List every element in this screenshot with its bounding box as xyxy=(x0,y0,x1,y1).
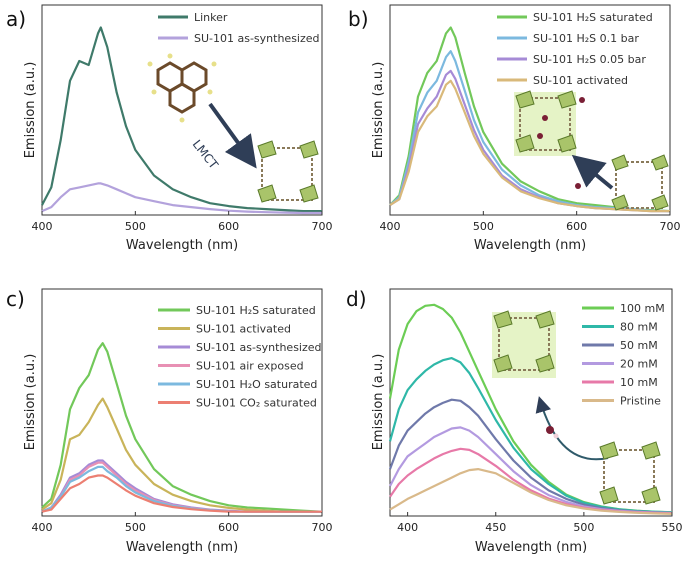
series-line-pristine xyxy=(389,468,673,515)
x-tick-label: 500 xyxy=(473,220,494,233)
x-tick-label: 700 xyxy=(660,220,681,233)
legend-label-100-mm: 100 mM xyxy=(620,302,665,315)
legend-label-10-mm: 10 mM xyxy=(620,376,658,389)
series-line-su-101-air-exposed xyxy=(41,461,322,513)
activated-framework-icon xyxy=(611,154,669,211)
panel-a-legend: Linker SU-101 as-synthesized xyxy=(158,11,320,45)
panel-b-x-ticks: 400 500 600 700 xyxy=(380,211,681,233)
panel-a-y-label: Emission (a.u.) xyxy=(23,62,38,159)
panel-a-letter: a) xyxy=(6,7,26,31)
legend-label-su-101-h-o-saturated: SU-101 H₂O saturated xyxy=(196,378,317,391)
legend-label-pristine: Pristine xyxy=(620,395,661,408)
legend-label-su-101-h-s-0-05-bar: SU-101 H₂S 0.05 bar xyxy=(533,53,646,66)
panel-c-series xyxy=(41,342,323,513)
x-tick-label: 600 xyxy=(566,220,587,233)
x-tick-label: 400 xyxy=(380,220,401,233)
panel-b-letter: b) xyxy=(348,7,369,31)
panel-d-frame xyxy=(389,288,673,517)
series-line-su-101-as-synthesized xyxy=(41,182,322,215)
panel-d-x-ticks: 400 450 500 550 xyxy=(397,512,683,534)
activated-framework-icon xyxy=(599,441,661,505)
series-line-linker xyxy=(41,26,322,213)
panel-c-x-ticks: 400 500 600 700 xyxy=(32,512,333,534)
series-line-su-101-activated xyxy=(41,397,322,513)
panel-d-series xyxy=(388,303,673,515)
legend-label-su-101-as-synthesized: SU-101 as-synthesized xyxy=(196,341,322,354)
series-line-su-101-activated xyxy=(389,79,670,213)
x-tick-label: 600 xyxy=(218,521,239,534)
panel-a-frame xyxy=(41,4,323,216)
panel-c: c) 400 500 600 700 SU-101 H₂S saturatedSU-1… xyxy=(6,287,333,555)
linker-molecule-icon xyxy=(147,53,217,123)
x-tick-label: 550 xyxy=(662,521,683,534)
legend-label-20-mm: 20 mM xyxy=(620,358,658,371)
panel-d-x-label: Wavelength (nm) xyxy=(475,540,587,555)
panel-a-x-label: Wavelength (nm) xyxy=(126,238,238,253)
panel-c-legend: SU-101 H₂S saturated SU-101 activated SU-1… xyxy=(158,304,322,410)
series-line-10-mm xyxy=(389,447,673,515)
series-line-su-101-h-s-saturated xyxy=(389,26,671,213)
panel-d-legend: 100 mM 80 mM 50 mM 20 mM 10 mM Pristine xyxy=(582,302,665,408)
h2s-loaded-framework-icon xyxy=(492,310,556,378)
adsorption-arrow xyxy=(535,396,609,461)
series-line-su-101-h-s-saturated xyxy=(41,342,323,513)
panel-c-frame xyxy=(41,288,323,517)
legend-label-su-101-air-exposed: SU-101 air exposed xyxy=(196,360,304,373)
x-tick-label: 500 xyxy=(573,521,594,534)
legend-label-50-mm: 50 mM xyxy=(620,339,658,352)
legend-label-su-101-h-s-0-1-bar: SU-101 H₂S 0.1 bar xyxy=(533,32,639,45)
panel-b-legend: SU-101 H₂S saturated SU-101 H₂S 0.1 bar SU… xyxy=(497,11,653,87)
legend-label-su-101-h-s-saturated: SU-101 H₂S saturated xyxy=(533,11,653,24)
legend-label-linker: Linker xyxy=(194,11,228,24)
panel-b-series xyxy=(389,26,671,213)
series-line-su-101-co-saturated xyxy=(41,474,322,513)
x-tick-label: 400 xyxy=(32,220,53,233)
panel-d: d) 400 450 500 550 100 mM 80 mM 50 mM 20 mM 10 … xyxy=(346,287,683,555)
panel-c-x-label: Wavelength (nm) xyxy=(126,540,238,555)
series-line-50-mm xyxy=(388,398,673,514)
x-tick-label: 700 xyxy=(312,220,333,233)
panel-a-series xyxy=(41,26,322,215)
x-tick-label: 500 xyxy=(125,220,146,233)
panel-d-y-label: Emission (a.u.) xyxy=(371,354,386,451)
series-line-su-101-as-synthesized xyxy=(41,459,322,513)
legend-label-80-mm: 80 mM xyxy=(620,321,658,334)
x-tick-label: 400 xyxy=(32,521,53,534)
x-tick-label: 600 xyxy=(218,220,239,233)
x-tick-label: 500 xyxy=(125,521,146,534)
panel-b-frame xyxy=(389,4,671,216)
panel-c-letter: c) xyxy=(6,287,25,311)
adsorption-arrow xyxy=(571,154,614,190)
panel-b: b) 400 500 600 700 SU-101 H₂S saturatedSU-1… xyxy=(348,4,681,253)
lmct-label: LMCT xyxy=(190,137,222,172)
x-tick-label: 700 xyxy=(312,521,333,534)
legend-label-su-101-activated: SU-101 activated xyxy=(533,74,628,87)
x-tick-label: 450 xyxy=(485,521,506,534)
legend-label-su-101-co-saturated: SU-101 CO₂ saturated xyxy=(196,397,317,410)
panel-d-letter: d) xyxy=(346,287,367,311)
panel-a-x-ticks: 400 500 600 700 xyxy=(32,211,333,233)
legend-label-su-101-h-s-saturated: SU-101 H₂S saturated xyxy=(196,304,316,317)
mof-framework-icon xyxy=(257,140,319,203)
panel-b-y-label: Emission (a.u.) xyxy=(371,62,386,159)
x-tick-label: 400 xyxy=(397,521,418,534)
h2s-loaded-framework-icon xyxy=(514,90,585,189)
panel-b-x-label: Wavelength (nm) xyxy=(474,238,586,253)
lmct-arrow xyxy=(208,102,257,169)
panel-c-y-label: Emission (a.u.) xyxy=(23,354,38,451)
h2s-molecule-icon xyxy=(546,426,559,439)
legend-label-su-101-activated: SU-101 activated xyxy=(196,323,291,336)
panel-a: a) 400 500 600 700 Linker SU-101 as-synthesi… xyxy=(6,4,333,253)
legend-label-su-101-as-synthesized: SU-101 as-synthesized xyxy=(194,32,320,45)
